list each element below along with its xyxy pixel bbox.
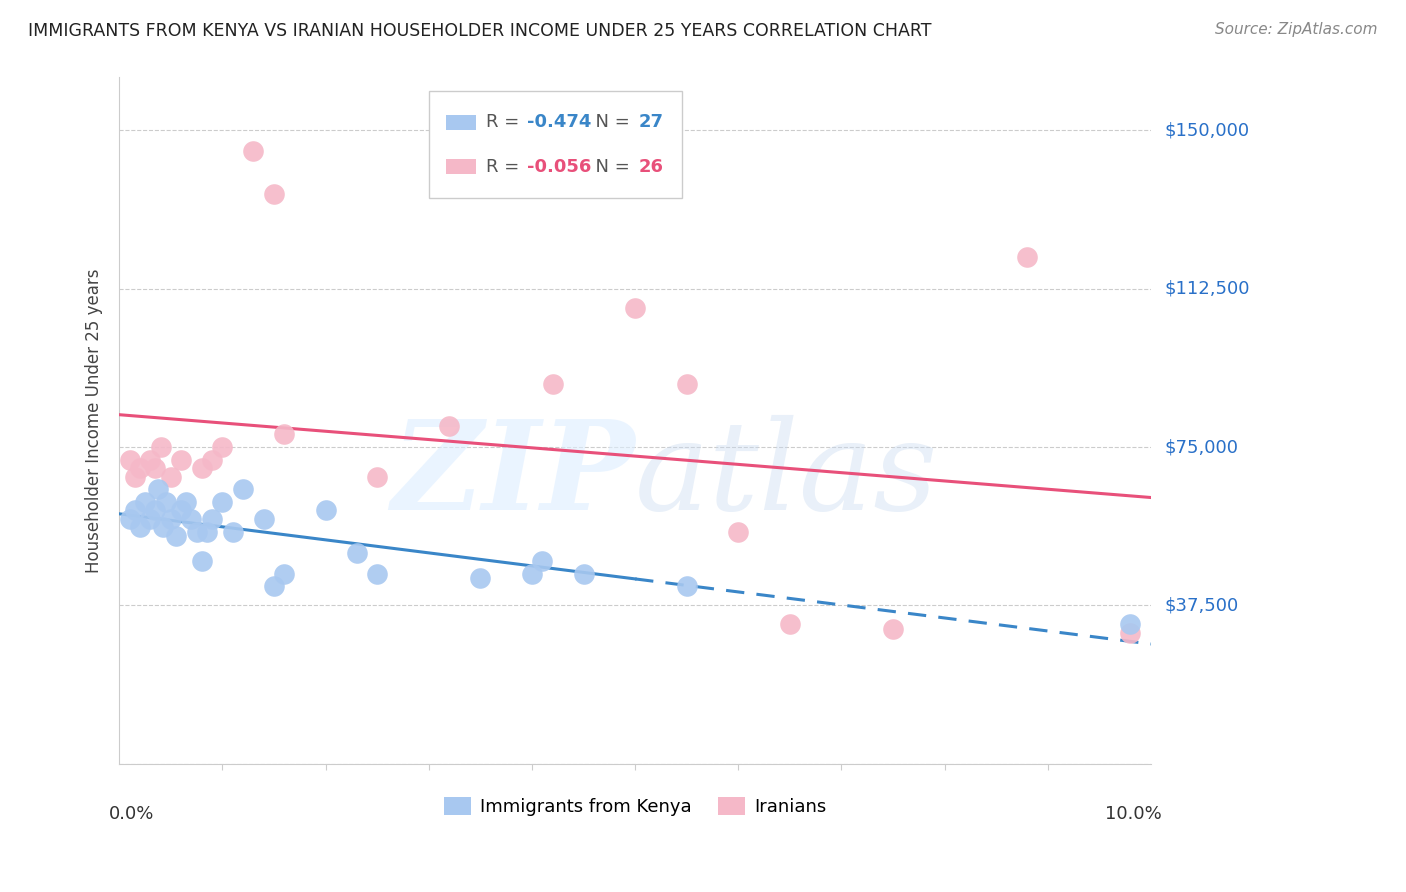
Point <box>139 452 162 467</box>
Point <box>242 145 264 159</box>
Point <box>191 554 214 568</box>
Text: $112,500: $112,500 <box>1166 279 1250 298</box>
Bar <box>446 159 475 174</box>
Point <box>149 440 172 454</box>
Text: -0.056: -0.056 <box>527 158 592 176</box>
Point <box>624 301 647 315</box>
Text: 10.0%: 10.0% <box>1105 805 1161 823</box>
Point <box>180 512 202 526</box>
Point <box>222 524 245 539</box>
Text: Source: ZipAtlas.com: Source: ZipAtlas.com <box>1215 22 1378 37</box>
Point <box>366 469 388 483</box>
Point <box>118 452 141 467</box>
Point <box>155 495 177 509</box>
Point <box>124 503 146 517</box>
Point <box>541 376 564 391</box>
Text: 27: 27 <box>638 113 664 131</box>
Point <box>170 452 193 467</box>
Point <box>165 529 187 543</box>
Point <box>366 566 388 581</box>
Point <box>439 418 461 433</box>
Point <box>211 495 233 509</box>
Point <box>273 427 295 442</box>
Point <box>1119 617 1142 632</box>
Point <box>139 512 162 526</box>
Point <box>779 617 801 632</box>
Point <box>520 566 543 581</box>
Text: 0.0%: 0.0% <box>108 805 155 823</box>
Y-axis label: Householder Income Under 25 years: Householder Income Under 25 years <box>86 268 103 573</box>
Point <box>273 566 295 581</box>
Text: $150,000: $150,000 <box>1166 121 1250 139</box>
Point <box>129 461 152 475</box>
Point <box>315 503 337 517</box>
Point <box>1119 626 1142 640</box>
Text: IMMIGRANTS FROM KENYA VS IRANIAN HOUSEHOLDER INCOME UNDER 25 YEARS CORRELATION C: IMMIGRANTS FROM KENYA VS IRANIAN HOUSEHO… <box>28 22 932 40</box>
Legend: Immigrants from Kenya, Iranians: Immigrants from Kenya, Iranians <box>436 789 834 823</box>
Point <box>675 376 697 391</box>
Text: atlas: atlas <box>636 415 939 536</box>
Point <box>232 483 254 497</box>
Point <box>145 461 167 475</box>
Point <box>675 579 697 593</box>
Point <box>152 520 174 534</box>
Text: N =: N = <box>583 113 636 131</box>
Point <box>882 622 904 636</box>
Point <box>186 524 208 539</box>
Point <box>211 440 233 454</box>
Point <box>145 503 167 517</box>
Point <box>176 495 198 509</box>
Point <box>160 512 183 526</box>
Point <box>134 495 156 509</box>
Text: R =: R = <box>486 158 526 176</box>
Point <box>195 524 218 539</box>
Point <box>346 546 368 560</box>
Text: $37,500: $37,500 <box>1166 597 1239 615</box>
Point <box>727 524 749 539</box>
Text: N =: N = <box>583 158 636 176</box>
Point <box>129 520 152 534</box>
Text: $75,000: $75,000 <box>1166 438 1239 456</box>
Point <box>531 554 554 568</box>
Point <box>470 571 492 585</box>
Point <box>170 503 193 517</box>
Point <box>160 469 183 483</box>
Text: ZIP: ZIP <box>391 415 636 536</box>
Point <box>572 566 595 581</box>
Point <box>263 579 285 593</box>
Point <box>191 461 214 475</box>
Point <box>201 452 224 467</box>
Point <box>148 483 170 497</box>
Point <box>1017 250 1039 264</box>
FancyBboxPatch shape <box>429 91 682 197</box>
Text: R =: R = <box>486 113 526 131</box>
Point <box>253 512 276 526</box>
Point <box>124 469 146 483</box>
Text: 26: 26 <box>638 158 664 176</box>
Point <box>118 512 141 526</box>
Bar <box>446 114 475 129</box>
Point <box>201 512 224 526</box>
Point <box>263 186 285 201</box>
Text: -0.474: -0.474 <box>527 113 592 131</box>
